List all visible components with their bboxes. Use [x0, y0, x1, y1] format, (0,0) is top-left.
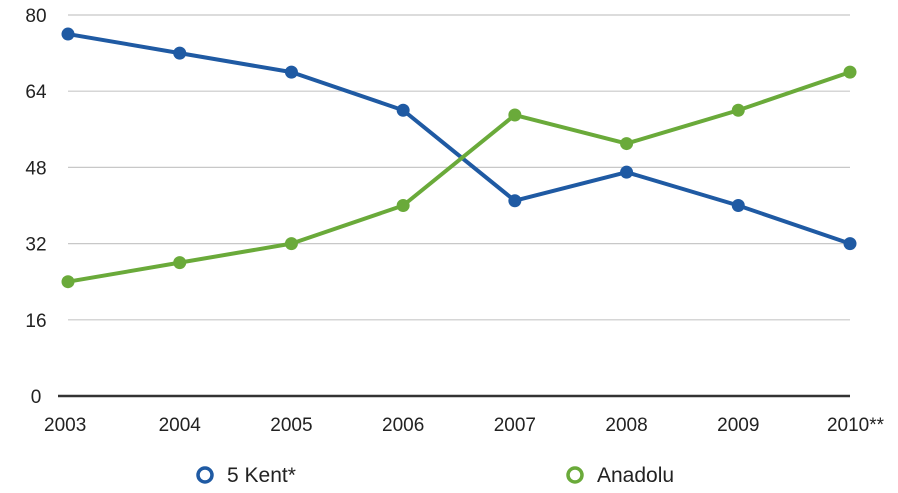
y-tick-label: 16 — [25, 311, 46, 332]
data-point — [284, 237, 298, 251]
data-point — [620, 165, 634, 179]
x-tick-label: 2006 — [382, 415, 424, 436]
gridlines — [68, 14, 850, 321]
x-tick-label: 2005 — [270, 415, 312, 436]
data-point — [508, 194, 522, 208]
x-tick-label: 2003 — [44, 415, 86, 436]
legend-marker-icon — [566, 466, 584, 484]
data-point — [508, 108, 522, 122]
data-point — [284, 65, 298, 79]
y-tick-label: 80 — [25, 6, 46, 27]
legend-label: Anadolu — [597, 464, 674, 487]
data-point — [173, 46, 187, 60]
data-point — [396, 199, 410, 212]
data-point — [173, 256, 187, 270]
series-line-0 — [66, 32, 852, 246]
data-point — [731, 199, 745, 212]
y-tick-label: 0 — [31, 387, 42, 408]
x-tick-label: 2010** — [827, 415, 885, 436]
legend-label: 5 Kent* — [227, 464, 296, 487]
x-tick-label: 2004 — [159, 415, 202, 436]
data-point — [843, 65, 857, 79]
x-tick-label: 2009 — [717, 415, 759, 436]
series-lines — [61, 27, 857, 289]
x-tick-label: 2007 — [494, 415, 536, 436]
data-point — [843, 237, 857, 251]
data-point — [396, 103, 410, 117]
data-point — [61, 275, 75, 289]
data-point — [620, 137, 634, 151]
axes: 0 16 32 48 64 80 2003 2004 2005 2006 2007 2008 2009 2… — [25, 6, 884, 436]
legend-marker-icon — [196, 466, 214, 484]
y-tick-label: 48 — [25, 158, 46, 179]
data-point — [731, 103, 745, 117]
legend: 5 Kent* Anadolu — [196, 464, 674, 487]
y-tick-label: 64 — [25, 82, 47, 103]
data-point — [61, 27, 75, 41]
series-line-1 — [66, 70, 852, 284]
y-tick-label: 32 — [25, 235, 46, 256]
x-tick-label: 2008 — [605, 415, 647, 436]
